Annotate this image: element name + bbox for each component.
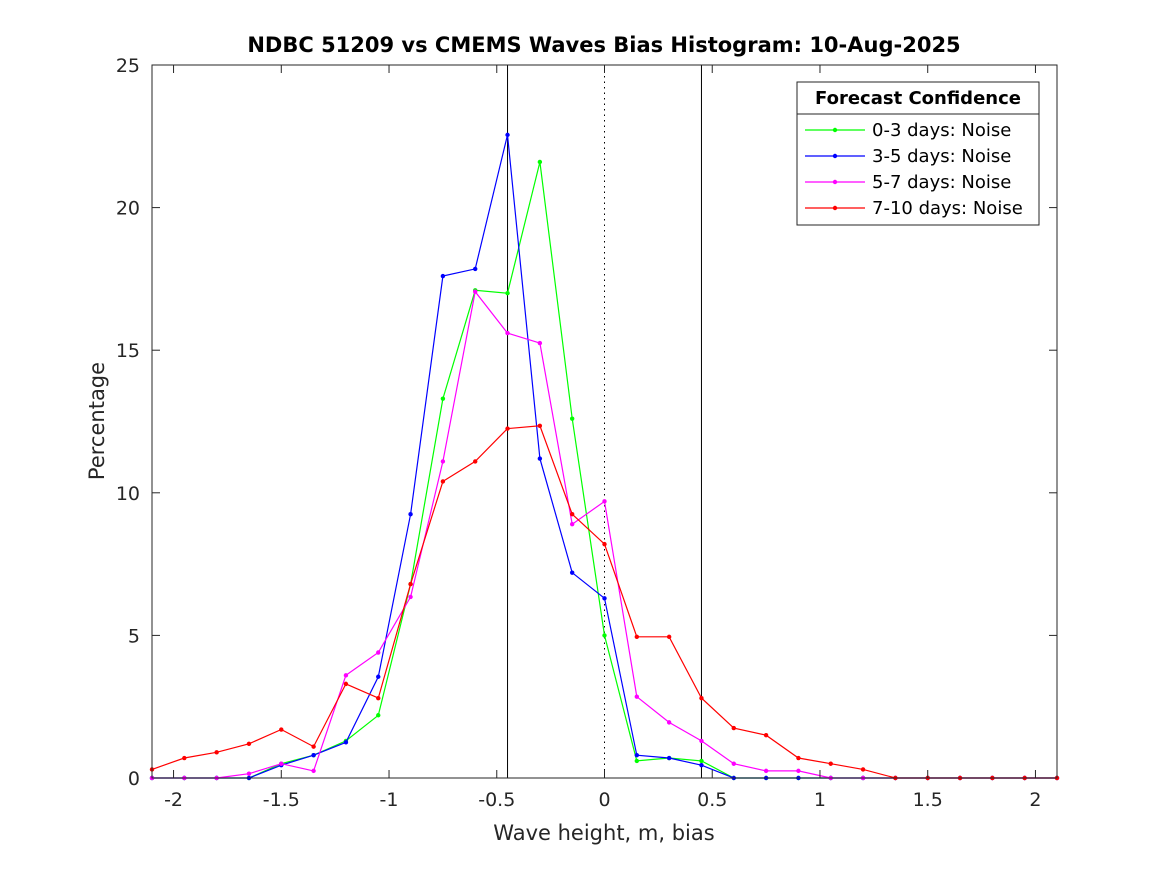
y-tick-label: 25 <box>116 55 140 77</box>
legend-entry: 3-5 days: Noise <box>805 146 1011 167</box>
data-point <box>537 159 543 165</box>
data-point <box>602 596 607 601</box>
data-point <box>311 768 316 774</box>
x-tick-label: 1.5 <box>913 789 943 811</box>
data-point <box>343 681 349 687</box>
data-point <box>214 750 219 755</box>
data-point <box>602 499 607 504</box>
y-axis-label: Percentage <box>85 362 109 480</box>
data-point <box>505 426 510 431</box>
y-tick-label: 10 <box>116 483 140 505</box>
data-point <box>246 741 252 746</box>
data-point <box>828 761 833 766</box>
data-point <box>537 423 543 428</box>
data-point <box>505 330 510 336</box>
legend-label: 0-3 days: Noise <box>872 120 1011 141</box>
y-tick-label: 0 <box>128 768 140 790</box>
data-point <box>569 570 575 575</box>
x-tick-label: -0.5 <box>478 789 515 811</box>
legend-box <box>796 81 1040 226</box>
legend-label: 5-7 days: Noise <box>872 172 1011 193</box>
data-point <box>279 727 284 732</box>
y-tick-label: 5 <box>128 625 140 647</box>
data-point <box>376 674 381 679</box>
data-point <box>473 459 478 464</box>
data-point <box>699 758 704 764</box>
y-tick-label: 15 <box>116 340 140 362</box>
data-point <box>440 273 446 279</box>
x-tick-label: 2 <box>1029 789 1041 811</box>
data-point <box>666 720 672 725</box>
data-point <box>634 694 640 699</box>
x-tick-label: -1.5 <box>263 789 300 811</box>
data-point <box>569 511 575 517</box>
data-point <box>440 479 446 484</box>
legend-entry: 7-10 days: Noise <box>805 198 1023 219</box>
x-axis-label: Wave height, m, bias <box>493 821 714 845</box>
data-point <box>440 396 446 401</box>
data-point <box>634 634 640 640</box>
legend-title: Forecast Confidence <box>815 88 1021 109</box>
data-point <box>473 289 478 294</box>
legend-swatch-marker <box>832 179 838 185</box>
legend-swatch-marker <box>832 205 838 211</box>
data-point <box>763 768 769 774</box>
data-point <box>376 713 381 718</box>
data-point <box>569 416 575 421</box>
legend-entry: 5-7 days: Noise <box>805 172 1011 193</box>
data-point <box>408 511 413 517</box>
data-point <box>537 340 543 346</box>
data-point <box>440 459 446 464</box>
data-point <box>602 541 607 547</box>
legend-swatch-marker <box>832 127 838 133</box>
data-point <box>408 594 413 600</box>
x-tick-label: -2 <box>164 789 183 811</box>
data-point <box>666 755 672 761</box>
data-point <box>699 762 704 768</box>
data-point <box>376 650 381 655</box>
legend-label: 7-10 days: Noise <box>872 198 1023 219</box>
data-point <box>343 673 349 678</box>
x-tick-label: 1 <box>814 789 826 811</box>
data-point <box>731 761 736 766</box>
data-point <box>763 733 769 738</box>
data-point <box>666 634 672 640</box>
data-point <box>408 581 413 587</box>
legend: Forecast Confidence 0-3 days: Noise 3-5 d… <box>796 81 1040 226</box>
data-point <box>796 755 801 761</box>
data-point <box>505 132 510 138</box>
legend-entry: 0-3 days: Noise <box>805 120 1011 141</box>
data-point <box>246 771 252 776</box>
data-point <box>860 767 866 772</box>
x-tick-label: 0 <box>598 789 610 811</box>
data-point <box>537 456 543 461</box>
y-tick-label: 20 <box>116 198 140 220</box>
data-point <box>796 768 801 774</box>
data-point <box>343 740 349 745</box>
data-point <box>311 744 316 749</box>
legend-label: 3-5 days: Noise <box>872 146 1011 167</box>
chart-title: NDBC 51209 vs CMEMS Waves Bias Histogram… <box>247 33 960 57</box>
series-layer <box>149 132 1060 781</box>
data-point <box>473 266 478 272</box>
data-point <box>279 761 284 766</box>
data-point <box>699 695 704 701</box>
legend-swatch-marker <box>832 153 838 159</box>
data-point <box>182 755 187 761</box>
data-point <box>505 290 510 296</box>
data-point <box>699 738 704 744</box>
data-point <box>569 521 575 527</box>
data-point <box>602 633 607 638</box>
reference-lines <box>507 65 702 778</box>
data-point <box>634 752 640 758</box>
data-point <box>731 725 736 731</box>
x-tick-label: 0.5 <box>697 789 727 811</box>
data-point <box>634 758 640 764</box>
data-point <box>311 752 316 758</box>
data-point <box>376 695 381 701</box>
x-tick-label: -1 <box>380 789 399 811</box>
